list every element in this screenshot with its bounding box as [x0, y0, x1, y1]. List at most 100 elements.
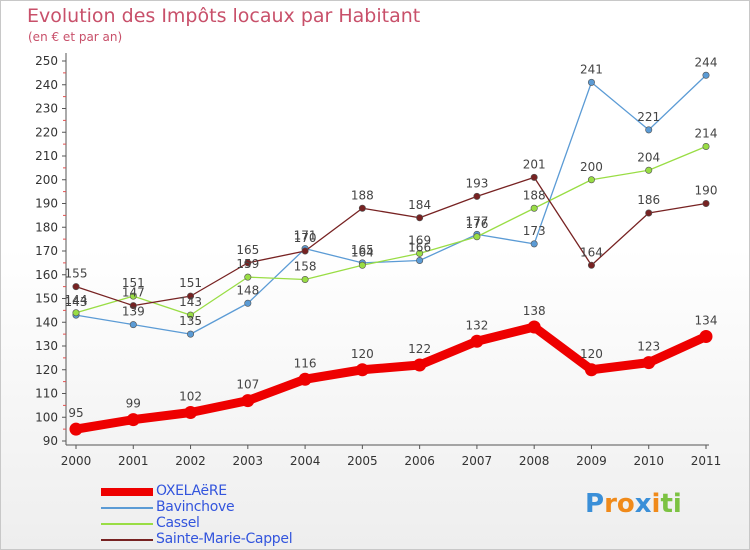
- data-label: 138: [523, 304, 546, 318]
- data-label: 147: [122, 286, 145, 300]
- y-tick-label: 160: [35, 268, 58, 282]
- data-point: [244, 273, 252, 281]
- data-label: 169: [408, 233, 431, 247]
- legend-swatch: [101, 507, 153, 509]
- x-tick-label: 2000: [61, 454, 92, 468]
- chart-title: Evolution des Impôts locaux par Habitant: [27, 5, 421, 27]
- data-label: 132: [465, 318, 488, 332]
- data-label: 158: [294, 260, 317, 274]
- data-label: 188: [351, 188, 374, 202]
- data-point: [584, 363, 598, 377]
- y-tick-label: 220: [35, 125, 58, 139]
- data-point: [129, 292, 137, 300]
- y-tick-label: 230: [35, 102, 58, 116]
- data-label: 116: [294, 356, 317, 370]
- x-tick-label: 2007: [462, 454, 493, 468]
- y-tick-label: 200: [35, 173, 58, 187]
- series-line-0: [71, 322, 711, 434]
- data-label: 173: [523, 224, 546, 238]
- data-point: [530, 240, 538, 248]
- data-label: 193: [465, 176, 488, 190]
- data-label: 176: [465, 217, 488, 231]
- data-label: 165: [236, 243, 259, 257]
- data-point: [645, 209, 653, 217]
- y-tick-label: 210: [35, 149, 58, 163]
- data-label: 120: [351, 347, 374, 361]
- data-point: [642, 356, 656, 370]
- y-tick-label: 90: [43, 434, 58, 448]
- data-label: 151: [179, 276, 202, 290]
- x-tick-label: 2011: [691, 454, 722, 468]
- y-tick-label: 170: [35, 244, 58, 258]
- data-label: 144: [65, 293, 88, 307]
- legend-label: Sainte-Marie-Cappel: [156, 531, 293, 547]
- data-label: 166: [408, 241, 431, 255]
- data-label: 134: [695, 314, 718, 328]
- data-label: 165: [351, 243, 374, 257]
- data-label: 221: [637, 110, 660, 124]
- data-point: [587, 261, 595, 269]
- x-tick-label: 2004: [290, 454, 321, 468]
- chart-subtitle: (en € et par an): [28, 30, 123, 44]
- data-point: [530, 204, 538, 212]
- data-label: 171: [294, 229, 317, 243]
- y-tick-label: 100: [35, 410, 58, 424]
- data-point: [126, 413, 140, 427]
- data-point: [416, 214, 424, 222]
- legend-swatch: [101, 523, 153, 525]
- y-tick-label: 140: [35, 315, 58, 329]
- data-label: 190: [695, 184, 718, 198]
- data-point: [187, 311, 195, 319]
- data-label: 177: [465, 214, 488, 228]
- legend-swatch: [101, 539, 153, 541]
- data-label: 244: [695, 55, 718, 69]
- data-label: 151: [122, 276, 145, 290]
- data-point: [645, 126, 653, 134]
- data-label: 214: [695, 127, 718, 141]
- data-label: 102: [179, 390, 202, 404]
- data-point: [244, 259, 252, 267]
- data-point: [187, 330, 195, 338]
- data-point: [699, 330, 713, 343]
- y-tick-label: 250: [35, 54, 58, 68]
- data-label: 155: [65, 267, 88, 281]
- x-tick-label: 2010: [633, 454, 664, 468]
- legend-label: OXELAëRE: [156, 483, 227, 499]
- y-tick-label: 130: [35, 339, 58, 353]
- data-point: [69, 422, 83, 436]
- data-point: [473, 192, 481, 200]
- data-point: [301, 275, 309, 283]
- data-point: [702, 200, 710, 208]
- data-label: 143: [65, 295, 88, 309]
- y-tick-label: 240: [35, 78, 58, 92]
- data-point: [416, 256, 424, 264]
- y-tick-label: 120: [35, 363, 58, 377]
- data-label: 204: [637, 150, 660, 164]
- data-label: 135: [179, 314, 202, 328]
- data-point: [244, 299, 252, 307]
- data-label: 120: [580, 347, 603, 361]
- data-label: 170: [294, 231, 317, 245]
- data-point: [702, 143, 710, 151]
- data-point: [473, 233, 481, 241]
- data-label: 164: [351, 245, 374, 259]
- legend-label: Cassel: [156, 515, 200, 531]
- data-label: 164: [580, 245, 603, 259]
- data-point: [470, 334, 484, 348]
- data-label: 148: [236, 283, 259, 297]
- data-label: 139: [122, 305, 145, 319]
- data-label: 122: [408, 342, 431, 356]
- data-label: 188: [523, 188, 546, 202]
- data-point: [530, 173, 538, 181]
- data-label: 95: [68, 406, 83, 420]
- proxiti-logo: Proxiti: [585, 489, 682, 519]
- x-tick-label: 2001: [118, 454, 149, 468]
- series-line-1: [75, 74, 707, 335]
- data-point: [187, 292, 195, 300]
- data-point: [301, 247, 309, 255]
- data-label: 123: [637, 340, 660, 354]
- data-point: [355, 363, 369, 377]
- x-tick-label: 2008: [519, 454, 550, 468]
- data-point: [184, 406, 198, 419]
- data-label: 186: [637, 193, 660, 207]
